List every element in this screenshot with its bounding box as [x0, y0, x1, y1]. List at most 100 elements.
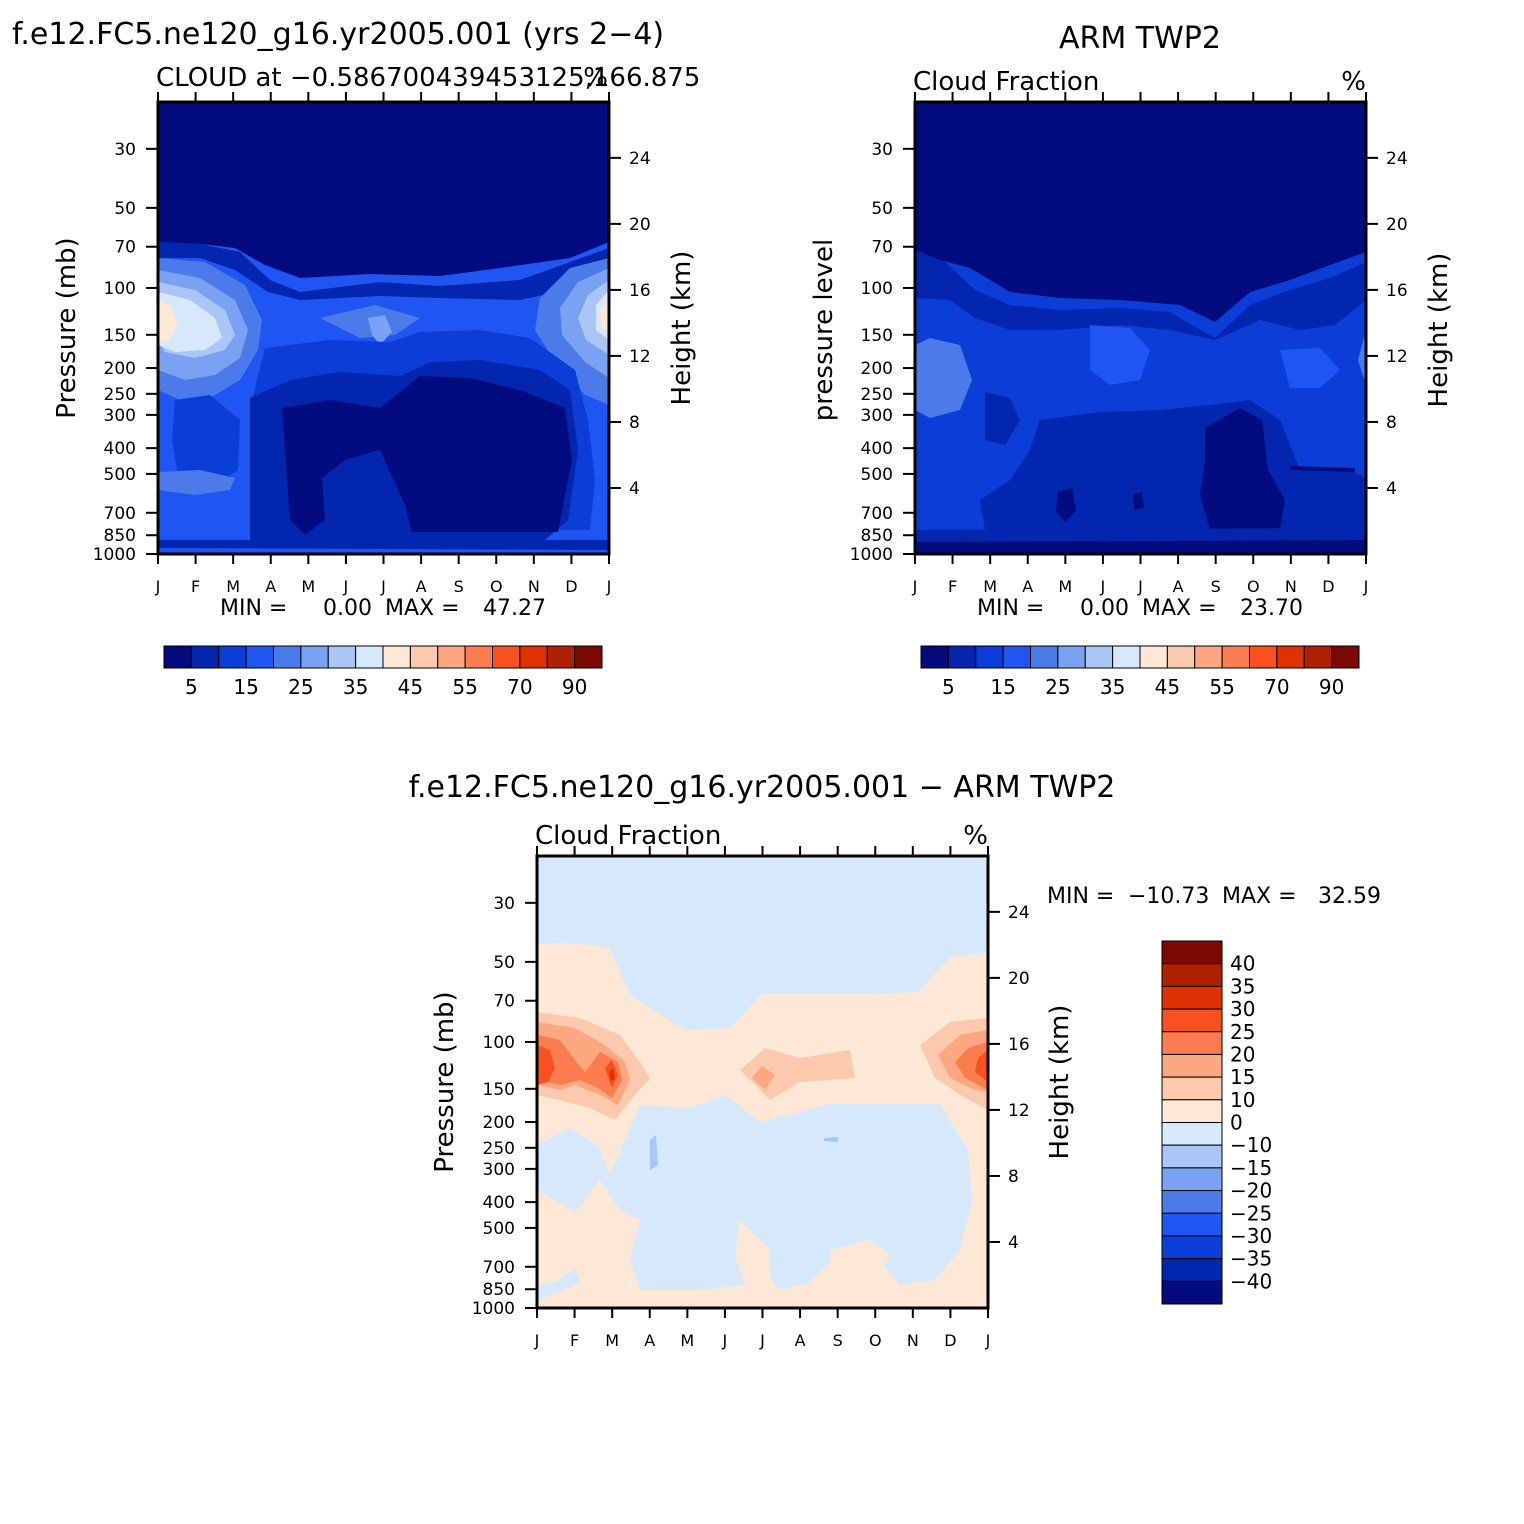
contour-fill	[650, 1135, 658, 1170]
x-tick-label: J	[1100, 577, 1106, 596]
colorbar-label: 15	[1230, 1065, 1255, 1089]
x-tick-label: O	[1247, 577, 1260, 596]
colorbar-label: −25	[1230, 1201, 1272, 1225]
colorbar-swatch	[300, 645, 329, 669]
x-tick-label: A	[265, 577, 276, 596]
x-tick-label: J	[1137, 577, 1143, 596]
y-tick-label: 300	[104, 406, 136, 426]
y-tick-label: 70	[493, 992, 515, 1012]
panel-diff-max: 32.59	[1318, 884, 1381, 909]
colorbar-label: 55	[452, 675, 477, 699]
y-tick-label: 850	[861, 526, 893, 546]
x-tick-label: M	[1058, 577, 1072, 596]
contour-fill	[537, 1268, 580, 1300]
colorbar-swatch	[218, 645, 247, 669]
contour-fill	[368, 315, 392, 345]
colorbar-swatch	[273, 645, 302, 669]
colorbar-swatch	[1161, 1235, 1223, 1260]
y-tick-label: 150	[104, 326, 136, 346]
colorbar-swatch	[920, 645, 949, 669]
contour-fill	[172, 395, 240, 488]
y-tick-label: 50	[871, 199, 893, 219]
y-tick-label: 100	[483, 1033, 515, 1053]
y-tick-label: 70	[114, 238, 136, 258]
panel-obs-max-label: MAX =	[1142, 596, 1217, 621]
panel-model: f.e12.FC5.ne120_g16.yr2005.001 (yrs 2−4)…	[12, 17, 700, 699]
colorbar-label: −35	[1230, 1247, 1272, 1271]
colorbar-swatch	[1030, 645, 1059, 669]
colorbar-swatch	[574, 645, 603, 669]
x-tick-label: A	[1022, 577, 1033, 596]
colorbar-swatch	[1002, 645, 1031, 669]
y-tick-label: 150	[483, 1080, 515, 1100]
y-tick-label: 1000	[93, 545, 136, 565]
x-tick-label: N	[528, 577, 540, 596]
x-tick-label: D	[944, 1331, 956, 1350]
colorbar-swatch	[546, 645, 576, 669]
y-right-tick-label: 16	[1386, 281, 1408, 301]
y-tick-label: 500	[861, 465, 893, 485]
panel-model-min: 0.00	[323, 596, 372, 621]
colorbar-swatch	[245, 645, 274, 669]
colorbar-swatch	[1161, 1076, 1223, 1101]
panel-diff-units: %	[963, 821, 988, 851]
colorbar-swatch	[355, 645, 384, 669]
contour-fill	[1056, 488, 1076, 522]
panel-diff: f.e12.FC5.ne120_g16.yr2005.001 − ARM TWP…	[409, 770, 1381, 1350]
x-tick-label: M	[605, 1331, 619, 1350]
x-tick-label: J	[606, 577, 612, 596]
colorbar-swatch	[1161, 1008, 1223, 1033]
colorbar-swatch	[1194, 645, 1223, 669]
colorbar-swatch	[1166, 645, 1196, 669]
x-tick-label: J	[759, 1331, 765, 1350]
colorbar-label: 25	[288, 675, 313, 699]
y-right-tick-label: 24	[629, 149, 651, 169]
y-tick-label: 50	[493, 953, 515, 973]
contour-fill	[600, 298, 609, 332]
panel-obs-units: %	[1341, 67, 1366, 97]
colorbar-swatch	[1161, 1053, 1223, 1078]
colorbar-swatch	[1161, 1190, 1223, 1214]
colorbar-swatch	[190, 645, 220, 669]
panel-diff-subtitle: Cloud Fraction	[535, 821, 721, 851]
y-tick-label: 850	[483, 1280, 515, 1300]
panel-obs-ylabel: pressure level	[809, 239, 839, 421]
x-tick-label: A	[416, 577, 427, 596]
panel-obs-ylabel-right: Height (km)	[1424, 253, 1454, 408]
x-tick-label: J	[343, 577, 349, 596]
colorbar-swatch	[947, 645, 977, 669]
panel-diff-min: −10.73	[1128, 884, 1209, 909]
y-tick-label: 250	[104, 385, 136, 405]
x-tick-label: N	[907, 1331, 919, 1350]
colorbar-label: 20	[1230, 1042, 1255, 1066]
y-right-tick-label: 16	[629, 281, 651, 301]
y-tick-label: 500	[483, 1219, 515, 1239]
colorbar-label: 10	[1230, 1088, 1255, 1112]
y-tick-label: 1000	[472, 1299, 515, 1319]
y-tick-label: 50	[114, 199, 136, 219]
colorbar-swatch	[1057, 645, 1086, 669]
y-tick-label: 700	[483, 1258, 515, 1278]
contour-fill	[1290, 466, 1355, 472]
y-right-tick-label: 8	[1008, 1167, 1019, 1187]
contour-fill	[158, 242, 609, 300]
panel-diff-ylabel-right: Height (km)	[1045, 1005, 1075, 1160]
contour-fill	[609, 1068, 615, 1082]
x-tick-label: M	[226, 577, 240, 596]
contour-fill	[537, 1035, 622, 1098]
panel-model-colorbar: 5 15 25 35 45 55 70 90	[163, 645, 603, 699]
panel-model-max-label: MAX =	[385, 596, 460, 621]
y-right-tick-label: 16	[1008, 1035, 1030, 1055]
panel-model-subtitle: CLOUD at −0.586700439453125,166.875	[156, 63, 700, 93]
colorbar-label: −30	[1230, 1224, 1272, 1248]
y-right-tick-label: 4	[629, 479, 640, 499]
colorbar-swatch	[1161, 1031, 1223, 1055]
x-tick-label: D	[565, 577, 577, 596]
colorbar-label: 35	[343, 675, 368, 699]
colorbar-label: 90	[1319, 675, 1344, 699]
contour-fill	[158, 102, 609, 278]
panel-obs-min-label: MIN =	[977, 596, 1044, 621]
y-right-tick-label: 4	[1008, 1233, 1019, 1253]
y-right-tick-label: 24	[1386, 149, 1408, 169]
